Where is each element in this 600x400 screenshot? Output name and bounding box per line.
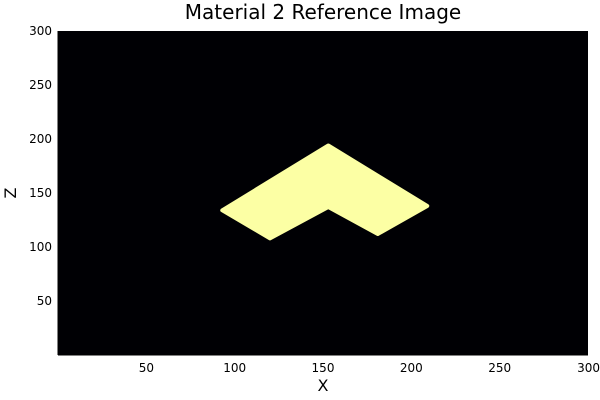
chart-title: Material 2 Reference Image bbox=[185, 0, 461, 24]
y-tick-label: 150 bbox=[29, 186, 52, 200]
x-tick-label: 300 bbox=[577, 361, 600, 375]
x-tick-label: 100 bbox=[223, 361, 246, 375]
x-axis-ticks: 50 100 150 200 250 300 bbox=[139, 361, 600, 375]
y-tick-label: 300 bbox=[29, 24, 52, 38]
y-tick-label: 250 bbox=[29, 78, 52, 92]
x-axis-label: X bbox=[318, 376, 329, 395]
y-axis-ticks: 50 100 150 200 250 300 bbox=[29, 24, 52, 308]
x-tick-label: 250 bbox=[488, 361, 511, 375]
material-region bbox=[220, 143, 430, 241]
y-axis-label: Z bbox=[1, 187, 20, 198]
x-tick-label: 50 bbox=[139, 361, 154, 375]
y-tick-label: 100 bbox=[29, 240, 52, 254]
y-tick-label: 200 bbox=[29, 132, 52, 146]
x-tick-label: 200 bbox=[400, 361, 423, 375]
y-tick-label: 50 bbox=[37, 294, 52, 308]
x-tick-label: 150 bbox=[312, 361, 335, 375]
